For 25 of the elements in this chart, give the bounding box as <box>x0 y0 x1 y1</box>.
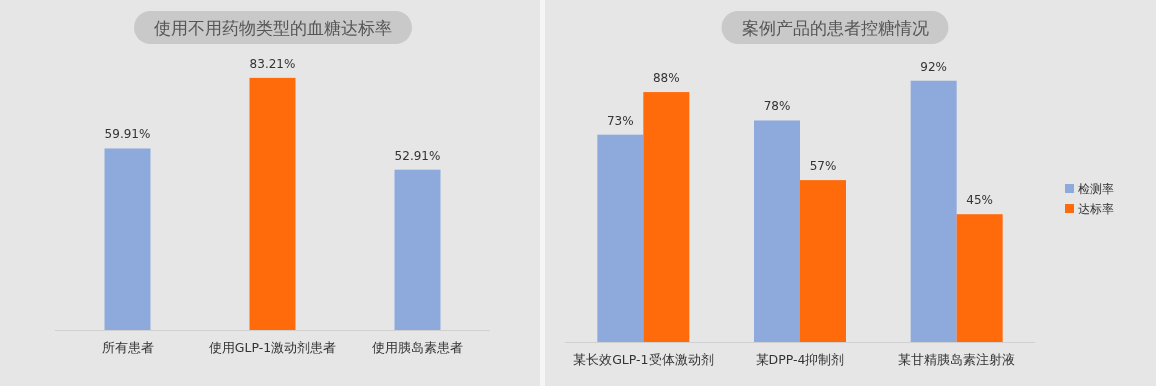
x-tick-label: 所有患者 <box>101 340 154 355</box>
x-tick-label: 某DPP-4抑制剂 <box>755 352 845 367</box>
data-label: 88% <box>653 71 680 86</box>
chart-title: 使用不用药物类型的血糖达标率 <box>154 18 392 38</box>
data-label: 52.91% <box>394 148 441 163</box>
data-label: 73% <box>607 113 634 128</box>
x-tick-label: 使用胰岛素患者 <box>372 340 463 355</box>
data-label: 57% <box>809 159 837 174</box>
x-tick-label: 某长效GLP-1受体激动剂 <box>573 352 714 367</box>
bar <box>754 120 800 342</box>
x-tick-label: 某甘精胰岛素注射液 <box>898 352 1016 367</box>
data-label: 92% <box>920 59 947 74</box>
data-label: 78% <box>763 99 791 114</box>
bar <box>597 134 644 342</box>
bar <box>910 80 957 342</box>
x-tick-label: 使用GLP-1激动剂患者 <box>208 340 337 355</box>
data-label: 83.21% <box>249 56 296 71</box>
bar <box>643 92 690 342</box>
chart-title: 案例产品的患者控糖情况 <box>741 18 929 38</box>
legend-label: 检测率 <box>1078 182 1114 196</box>
data-label: 45% <box>966 193 993 208</box>
bar <box>956 214 1003 342</box>
legend-label: 达标率 <box>1078 202 1114 216</box>
data-label: 59.91% <box>104 127 151 142</box>
bar <box>800 180 846 342</box>
